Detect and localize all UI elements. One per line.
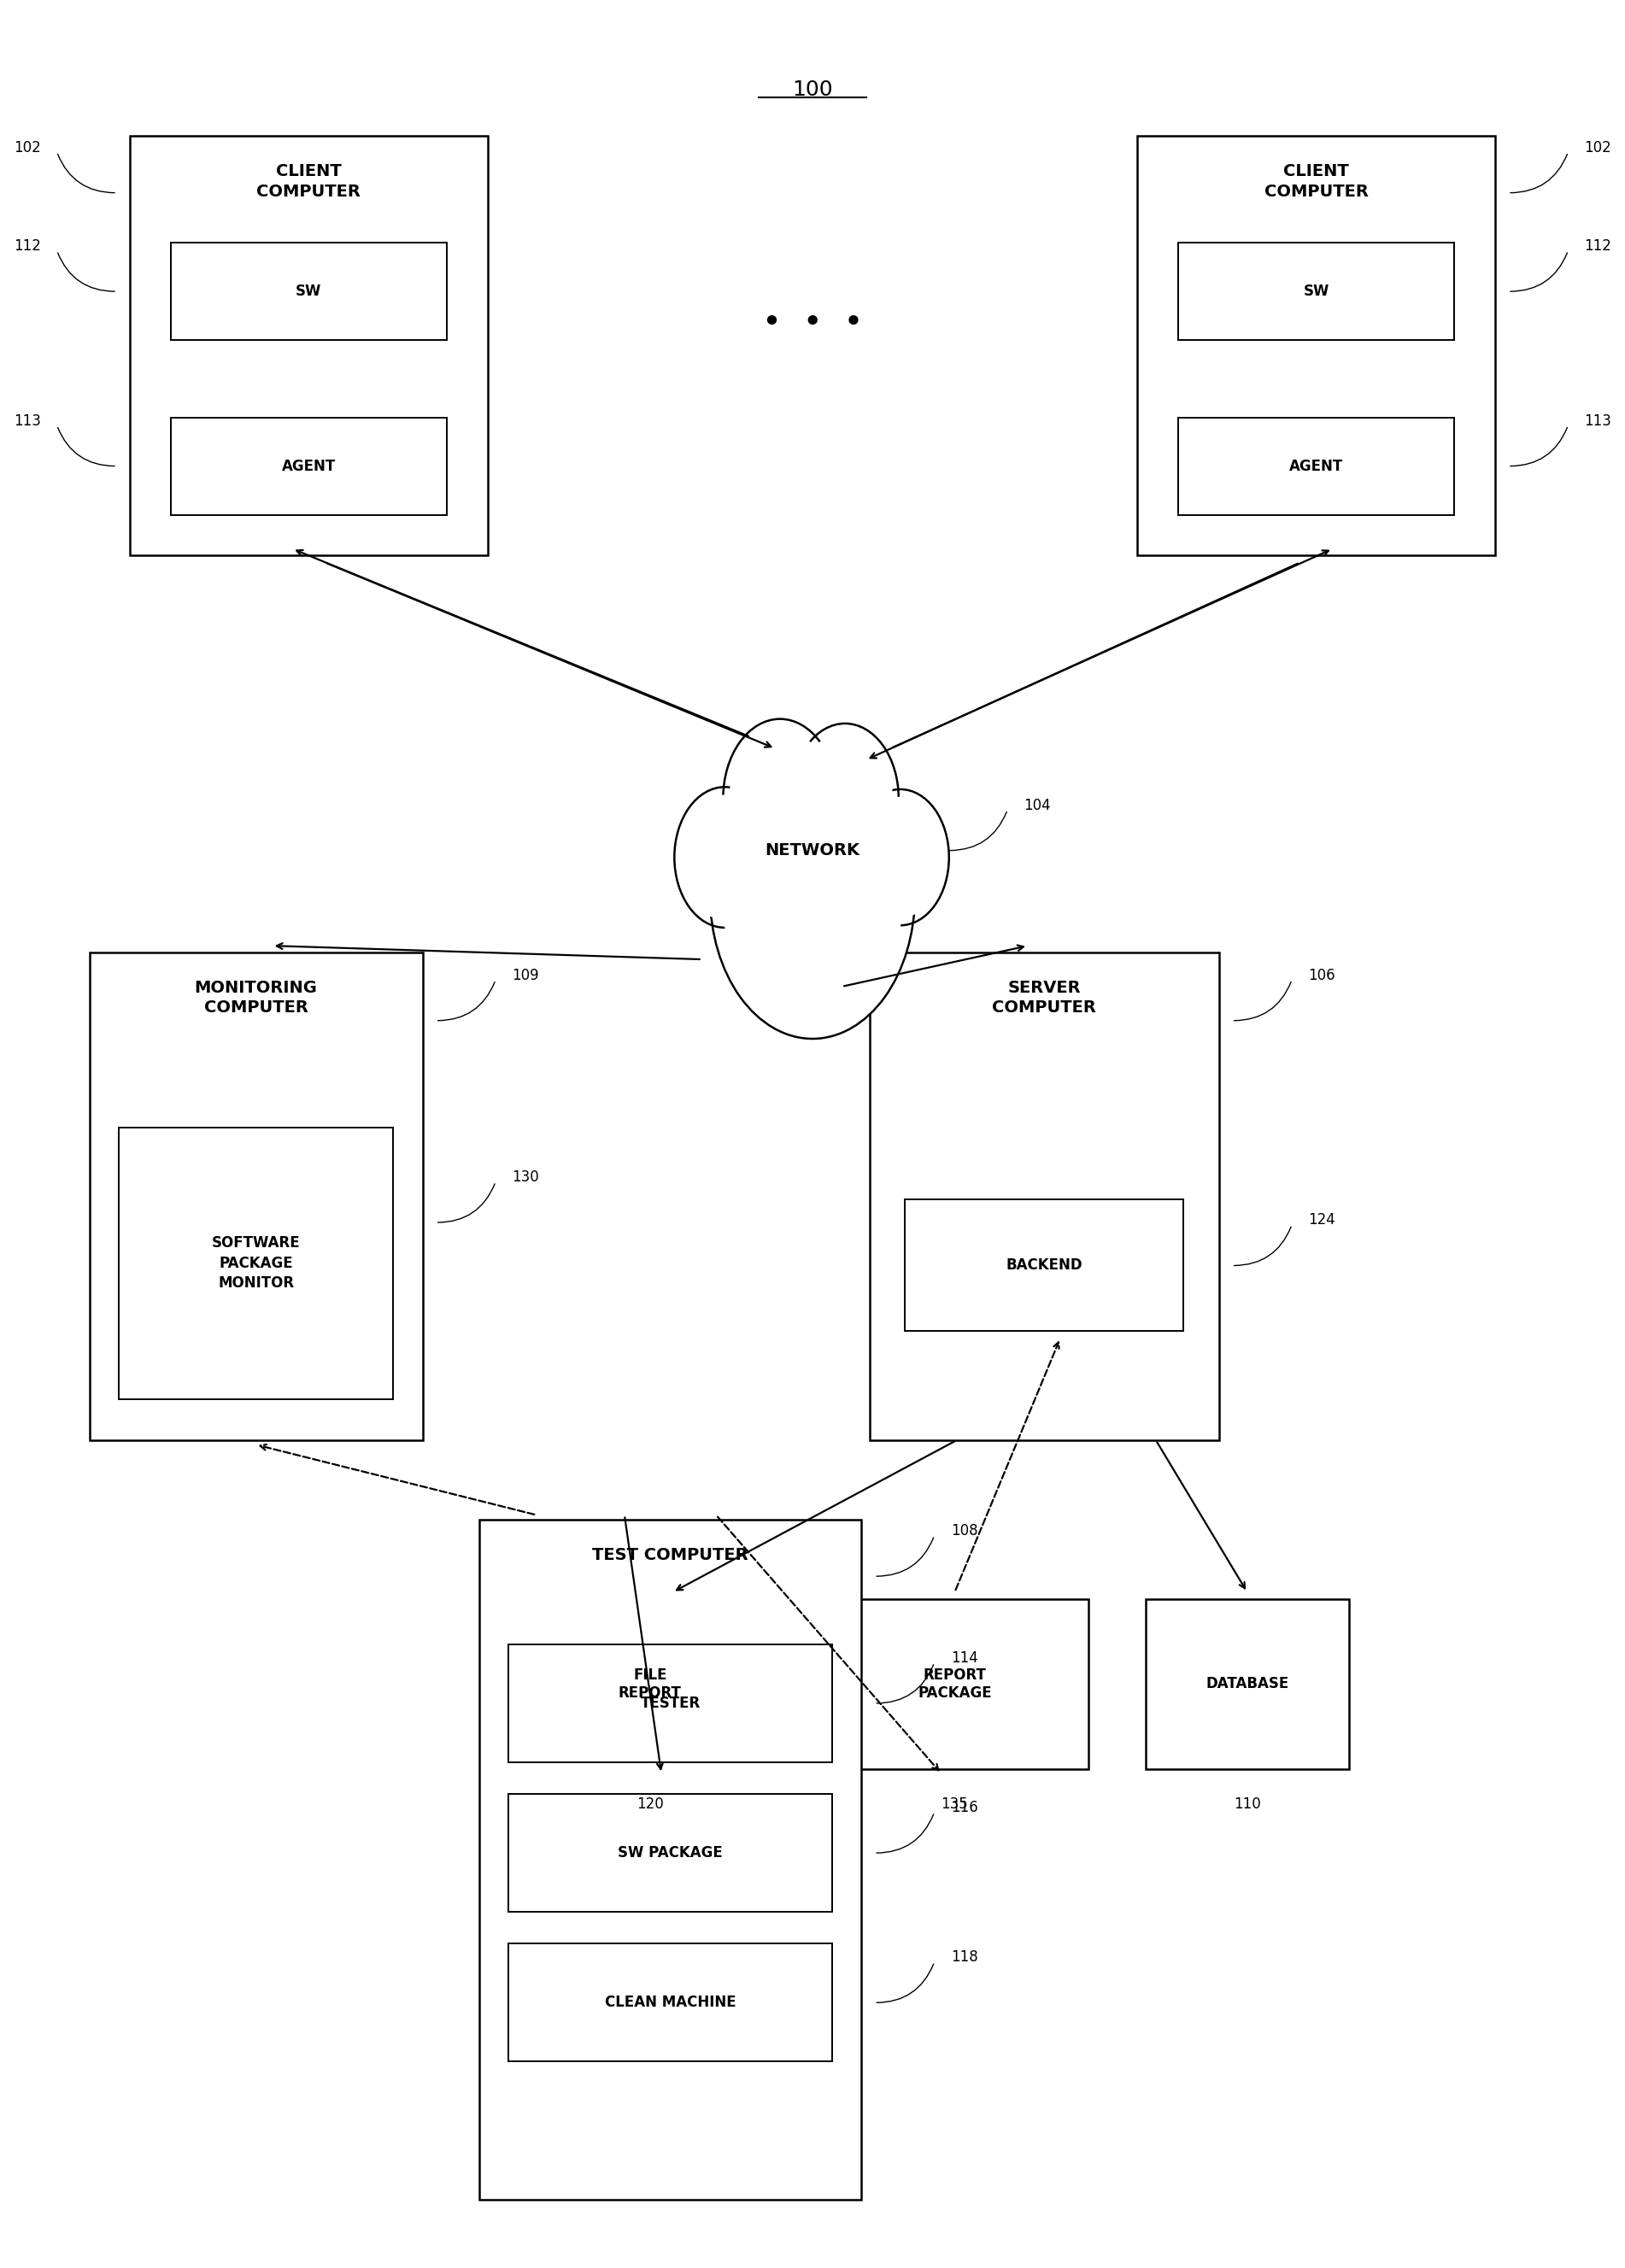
Text: BACKEND: BACKEND [1006, 1259, 1082, 1272]
Circle shape [674, 787, 775, 928]
Text: 114: 114 [951, 1651, 978, 1665]
Text: 118: 118 [951, 1950, 978, 1964]
Text: 106: 106 [1308, 968, 1336, 982]
Text: 124: 124 [1308, 1213, 1336, 1227]
Circle shape [710, 753, 915, 1039]
Bar [869, 953, 1219, 1440]
Bar [821, 1599, 1089, 1769]
Text: •  •  •: • • • [762, 306, 863, 340]
Bar [509, 1794, 832, 1912]
Text: 102: 102 [13, 141, 41, 154]
Text: 113: 113 [1584, 413, 1612, 429]
Text: 100: 100 [791, 79, 834, 100]
Text: SW: SW [296, 284, 322, 299]
Bar [509, 1644, 832, 1762]
Text: 109: 109 [512, 968, 540, 982]
Bar [1138, 136, 1495, 556]
Bar [509, 1944, 832, 2062]
Text: 135: 135 [941, 1796, 968, 1812]
Text: 102: 102 [1584, 141, 1612, 154]
Text: 108: 108 [951, 1524, 978, 1538]
Bar [1178, 417, 1454, 515]
Bar [536, 1599, 764, 1769]
Text: DATABASE: DATABASE [1206, 1676, 1289, 1692]
Bar [130, 136, 487, 556]
Bar [171, 243, 447, 340]
Circle shape [730, 728, 830, 869]
Circle shape [681, 796, 769, 919]
Text: 120: 120 [637, 1796, 663, 1812]
Text: CLEAN MACHINE: CLEAN MACHINE [604, 1996, 736, 2009]
Circle shape [723, 719, 837, 878]
Text: 104: 104 [1024, 798, 1051, 812]
Text: 130: 130 [512, 1170, 540, 1184]
Text: SW: SW [1303, 284, 1329, 299]
Text: NETWORK: NETWORK [765, 841, 860, 860]
Text: SW PACKAGE: SW PACKAGE [618, 1846, 723, 1860]
Circle shape [852, 789, 949, 925]
Text: SOFTWARE
PACKAGE
MONITOR: SOFTWARE PACKAGE MONITOR [211, 1236, 301, 1290]
Bar [119, 1127, 393, 1399]
Text: TESTER: TESTER [640, 1696, 700, 1710]
Text: AGENT: AGENT [1289, 458, 1344, 474]
Text: SERVER
COMPUTER: SERVER COMPUTER [991, 980, 1097, 1016]
Text: 116: 116 [951, 1801, 978, 1814]
Bar [479, 1520, 861, 2200]
Text: CLIENT
COMPUTER: CLIENT COMPUTER [1264, 163, 1368, 200]
Text: 112: 112 [13, 238, 41, 254]
Text: AGENT: AGENT [281, 458, 336, 474]
Text: 113: 113 [13, 413, 41, 429]
Text: TEST COMPUTER: TEST COMPUTER [592, 1547, 749, 1563]
Circle shape [798, 733, 892, 864]
Circle shape [858, 798, 942, 916]
Text: MONITORING
COMPUTER: MONITORING COMPUTER [195, 980, 317, 1016]
Bar [1178, 243, 1454, 340]
Circle shape [723, 771, 902, 1021]
Bar [1146, 1599, 1349, 1769]
Text: 110: 110 [1233, 1796, 1261, 1812]
Circle shape [791, 723, 899, 873]
Bar [89, 953, 423, 1440]
Text: 112: 112 [1584, 238, 1612, 254]
Bar [905, 1200, 1183, 1331]
Text: FILE
REPORT: FILE REPORT [619, 1667, 681, 1701]
Text: REPORT
PACKAGE: REPORT PACKAGE [918, 1667, 991, 1701]
Text: CLIENT
COMPUTER: CLIENT COMPUTER [257, 163, 361, 200]
Bar [171, 417, 447, 515]
